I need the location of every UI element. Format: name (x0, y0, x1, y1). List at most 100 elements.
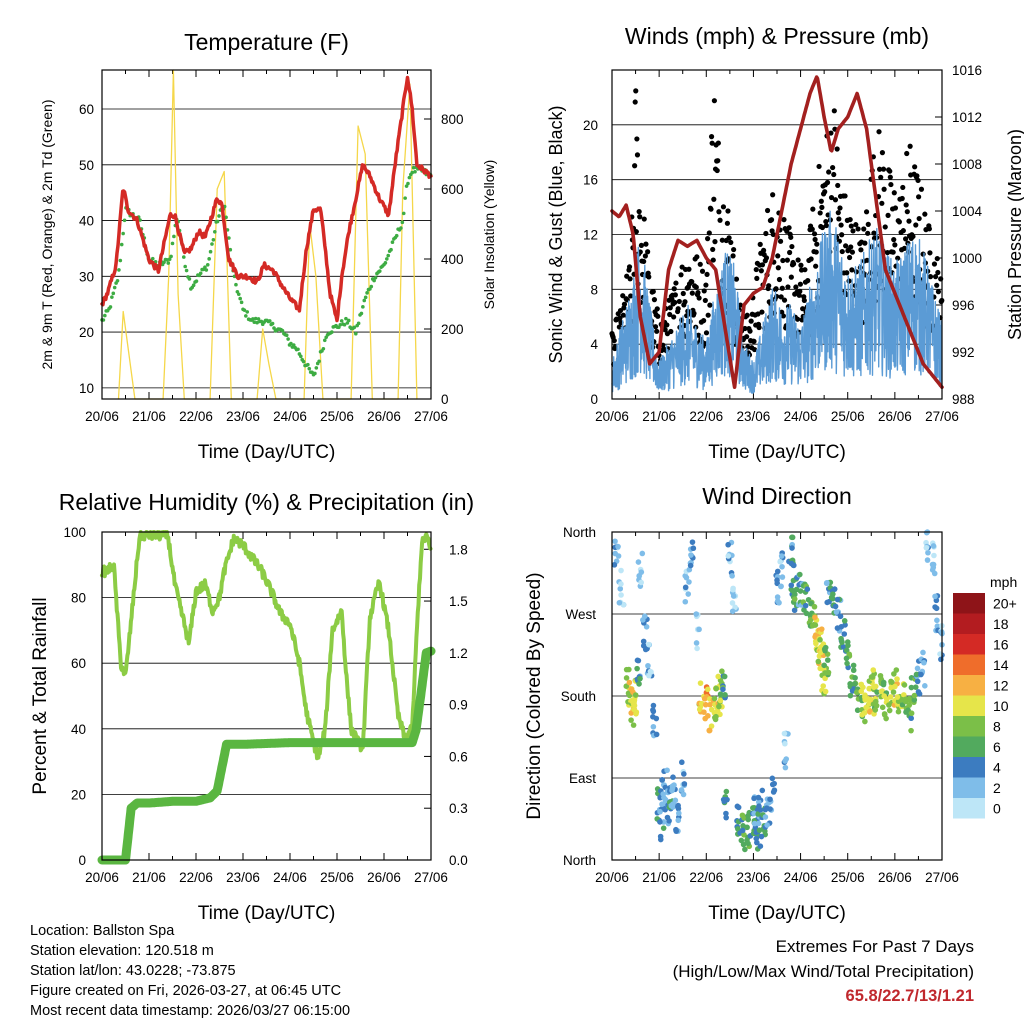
dewpoint-point (306, 362, 310, 367)
y2-tick-label: 1.2 (449, 646, 468, 661)
direction-point (643, 624, 650, 630)
gust-point (710, 257, 716, 263)
direction-point (634, 665, 640, 672)
direction-point (659, 777, 666, 783)
direction-point (807, 616, 814, 623)
x-tick-label: 21/06 (132, 409, 166, 424)
gust-point (876, 129, 882, 135)
gust-point (857, 265, 863, 271)
gust-point (689, 279, 695, 285)
gust-point (899, 195, 905, 202)
y2-tick-label: 0 (441, 392, 449, 407)
direction-point (830, 595, 836, 602)
gust-point (711, 196, 717, 202)
gust-point (935, 269, 941, 276)
direction-point (841, 631, 848, 637)
direction-point (901, 692, 907, 698)
x-tick-label: 25/06 (831, 409, 865, 424)
gust-point (733, 276, 740, 282)
direction-point (912, 684, 919, 691)
gust-point (904, 150, 910, 157)
x-tick-label: 20/06 (85, 409, 119, 424)
legend-swatch (953, 798, 985, 819)
gust-point (890, 249, 896, 255)
series-temperature (100, 75, 433, 323)
direction-point (678, 787, 685, 793)
y2-tick-label: 800 (441, 112, 464, 127)
legend-swatch (953, 757, 985, 778)
direction-point (653, 731, 660, 738)
gust-point (632, 99, 638, 105)
x-axis-label: Time (Day/UTC) (708, 903, 846, 924)
direction-point (934, 617, 940, 624)
dewpoint-point (356, 321, 361, 326)
gust-point (816, 163, 822, 170)
direction-point (642, 646, 649, 653)
direction-point (630, 701, 637, 708)
gust-point (763, 230, 769, 237)
direction-point (867, 696, 874, 703)
y2-tick-label: 1004 (952, 204, 983, 219)
direction-point (818, 626, 825, 632)
direction-point (734, 803, 741, 810)
direction-point (725, 541, 731, 548)
gust-point (813, 263, 819, 269)
gust-point (689, 290, 695, 296)
direction-point (871, 684, 877, 690)
direction-point (650, 708, 657, 715)
dewpoint-point (385, 257, 389, 261)
direction-point (869, 674, 876, 680)
gust-point (753, 266, 759, 273)
dewpoint-point (187, 277, 192, 281)
direction-point (633, 710, 639, 717)
direction-point (852, 675, 858, 681)
y-tick-label: 20 (583, 118, 598, 133)
direction-point (764, 822, 770, 828)
direction-point (675, 817, 682, 824)
extremes-subtitle: (High/Low/Max Wind/Total Precipitation) (672, 962, 974, 981)
gust-point (808, 256, 814, 262)
direction-point (883, 715, 889, 722)
direction-point (708, 723, 715, 729)
y-axis-label: Direction (Colored By Speed) (524, 572, 545, 819)
series-dewpoint (100, 165, 433, 377)
dewpoint-point (165, 258, 169, 262)
direction-point (920, 649, 926, 656)
gust-point (712, 239, 718, 245)
gust-point (797, 281, 803, 287)
y2-axis-label: Station Pressure (Maroon) (1005, 129, 1024, 340)
direction-point (812, 614, 818, 621)
dewpoint-point (103, 313, 107, 318)
gust-point (878, 174, 884, 180)
dewpoint-point (198, 271, 203, 276)
gust-point (800, 306, 806, 312)
dewpoint-point (413, 169, 417, 174)
x-tick-label: 22/06 (689, 409, 723, 424)
dewpoint-point (410, 170, 415, 175)
y-tick-label: 0 (590, 392, 598, 407)
direction-point (779, 563, 785, 570)
dewpoint-point (236, 292, 241, 297)
gust-point (918, 186, 925, 192)
direction-point (847, 681, 853, 687)
dewpoint-point (238, 296, 242, 301)
direction-point (759, 787, 766, 794)
direction-point (639, 550, 646, 557)
gust-point (802, 267, 808, 273)
panel-1: Winds (mph) & Pressure (mb) Time (Day/UTC… (546, 23, 1024, 463)
gust-point (914, 173, 920, 179)
gust-point (638, 242, 645, 249)
gust-point (887, 168, 893, 174)
dewpoint-point (203, 265, 207, 269)
y2-tick-label: 0.9 (449, 698, 468, 713)
legend-label: 2 (993, 780, 1001, 796)
dewpoint-point (372, 278, 376, 283)
x-tick-label: 26/06 (367, 870, 401, 885)
dewpoint-point (289, 341, 293, 346)
gust-point (822, 189, 828, 195)
gust-point (755, 311, 761, 317)
direction-point (701, 695, 708, 702)
dewpoint-point (359, 311, 364, 316)
direction-point (842, 622, 848, 628)
